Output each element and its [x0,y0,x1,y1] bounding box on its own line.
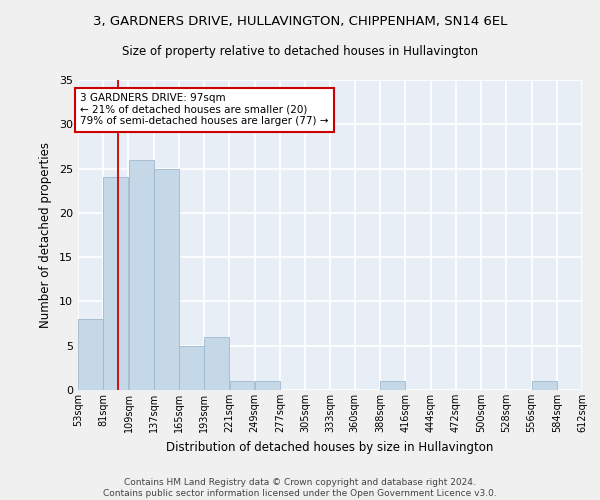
Text: 3 GARDNERS DRIVE: 97sqm
← 21% of detached houses are smaller (20)
79% of semi-de: 3 GARDNERS DRIVE: 97sqm ← 21% of detache… [80,94,328,126]
Text: Size of property relative to detached houses in Hullavington: Size of property relative to detached ho… [122,45,478,58]
Bar [78,319,103,390]
X-axis label: Distribution of detached houses by size in Hullavington: Distribution of detached houses by size … [166,440,494,454]
Bar [380,381,405,390]
Bar [205,337,229,390]
Bar [129,160,154,390]
Bar [582,381,600,390]
Bar [179,346,204,390]
Bar [255,381,280,390]
Text: Contains HM Land Registry data © Crown copyright and database right 2024.
Contai: Contains HM Land Registry data © Crown c… [103,478,497,498]
Bar [103,178,128,390]
Bar [154,168,179,390]
Y-axis label: Number of detached properties: Number of detached properties [39,142,52,328]
Bar [532,381,557,390]
Text: 3, GARDNERS DRIVE, HULLAVINGTON, CHIPPENHAM, SN14 6EL: 3, GARDNERS DRIVE, HULLAVINGTON, CHIPPEN… [93,15,507,28]
Bar [230,381,254,390]
